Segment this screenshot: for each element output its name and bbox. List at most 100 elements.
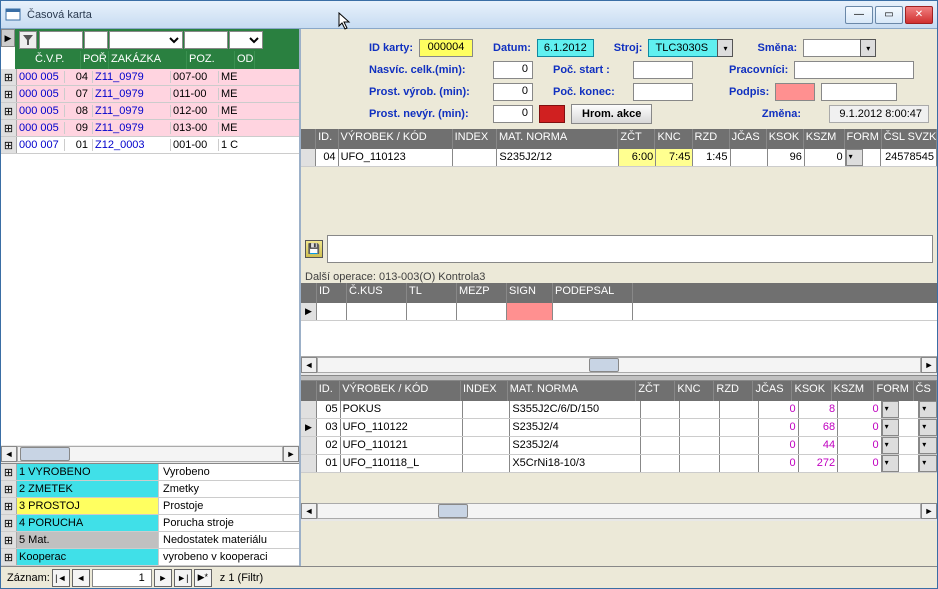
cell-zct[interactable]: 6:00 — [619, 149, 656, 166]
bot-scroll-left[interactable]: ◄ — [301, 503, 317, 519]
field-id-karty[interactable]: 000004 — [419, 39, 473, 57]
minimize-button[interactable]: — — [845, 6, 873, 24]
bcell-ksok[interactable]: 8 — [799, 401, 839, 418]
cell-od[interactable]: 1 C — [219, 139, 243, 151]
bhdr-rzd[interactable]: RZD — [714, 381, 753, 401]
mid-cell-ckus[interactable] — [347, 303, 407, 320]
cell-poz[interactable]: 011-00 — [171, 88, 219, 100]
bcell-kszm[interactable]: 0 — [838, 401, 881, 418]
row-marker[interactable] — [301, 437, 317, 454]
cell-por[interactable]: 01 — [65, 139, 93, 151]
legend-code[interactable]: 5 Mat. — [17, 532, 159, 548]
nav-pos[interactable] — [92, 569, 152, 587]
cell-zak[interactable]: Z11_0979 — [93, 105, 171, 117]
legend-code[interactable]: Kooperac — [17, 549, 159, 565]
cell-id[interactable]: 04 — [316, 149, 338, 166]
funnel-icon[interactable] — [19, 31, 37, 49]
legend-row[interactable]: ⊞ 1 VYROBENO Vyrobeno — [1, 464, 299, 481]
bcell-jcas[interactable]: 0 — [759, 419, 799, 436]
bcell-idx[interactable] — [463, 401, 510, 418]
row-expand-icon[interactable]: ⊞ — [1, 137, 17, 153]
mid-scroll-left[interactable]: ◄ — [301, 357, 317, 373]
field-datum[interactable]: 6.1.2012 — [537, 39, 594, 57]
filter-poz[interactable] — [184, 31, 228, 49]
field-podpis[interactable] — [775, 83, 815, 101]
cell-form-combo[interactable]: ▾ — [846, 149, 863, 166]
hdr-knc[interactable]: KNC — [655, 129, 692, 149]
row-expand-icon[interactable]: ⊞ — [1, 103, 17, 119]
mhdr-sign[interactable]: SIGN — [507, 283, 553, 303]
save-icon[interactable]: 💾 — [305, 240, 323, 258]
bcell-zct[interactable] — [641, 437, 681, 454]
mid-cell-mezp[interactable] — [457, 303, 507, 320]
left-grid-row[interactable]: ⊞ 000 007 01 Z12_0003 001-00 1 C — [1, 137, 299, 154]
cell-cvp[interactable]: 000 007 — [17, 139, 65, 151]
bhdr-zct[interactable]: ZČT — [636, 381, 675, 401]
col-cvp[interactable]: Č.V.P. — [33, 51, 81, 69]
legend-code[interactable]: 3 PROSTOJ — [17, 498, 159, 514]
field-prost-vyrob[interactable]: 0 — [493, 83, 533, 101]
bcell-id[interactable]: 02 — [317, 437, 341, 454]
cell-por[interactable]: 04 — [65, 71, 93, 83]
cell-vyr[interactable]: UFO_110123 — [339, 149, 453, 166]
legend-row[interactable]: ⊞ 3 PROSTOJ Prostoje — [1, 498, 299, 515]
bhdr-kszm[interactable]: KSZM — [832, 381, 875, 401]
bcell-cs-combo[interactable]: ▾ — [919, 401, 937, 418]
field-pracovnici[interactable] — [794, 61, 914, 79]
mhdr-id[interactable]: ID — [317, 283, 347, 303]
field-poc-start[interactable] — [633, 61, 693, 79]
nav-new[interactable]: ▶* — [194, 569, 212, 587]
bcell-id[interactable]: 03 — [317, 419, 341, 436]
mid-cell-sign[interactable] — [507, 303, 553, 320]
cell-jcas[interactable] — [731, 149, 768, 166]
bcell-rzd[interactable] — [720, 437, 760, 454]
legend-row[interactable]: ⊞ 4 PORUCHA Porucha stroje — [1, 515, 299, 532]
bcell-id[interactable]: 05 — [317, 401, 341, 418]
legend-code[interactable]: 2 ZMETEK — [17, 481, 159, 497]
left-grid-row[interactable]: ⊞ 000 005 07 Z11_0979 011-00 ME — [1, 86, 299, 103]
field-prost-nevyr[interactable]: 0 — [493, 105, 533, 123]
row-expand-icon[interactable]: ⊞ — [1, 498, 17, 514]
cell-idx[interactable] — [453, 149, 498, 166]
col-poz[interactable]: POZ. — [187, 51, 235, 69]
mid-cell-id[interactable] — [317, 303, 347, 320]
bcell-mat[interactable]: S355J2C/6/D/150 — [510, 401, 640, 418]
scroll-left-button[interactable]: ◄ — [1, 446, 17, 462]
cell-knc[interactable]: 7:45 — [656, 149, 693, 166]
field-poc-konec[interactable] — [633, 83, 693, 101]
bcell-cs-combo[interactable]: ▾ — [919, 419, 937, 436]
bcell-form-combo[interactable]: ▾ — [882, 437, 900, 454]
mid-row-marker[interactable]: ▶ — [301, 303, 317, 320]
legend-row[interactable]: ⊞ 2 ZMETEK Zmetky — [1, 481, 299, 498]
row-expand-icon[interactable]: ⊞ — [1, 549, 17, 565]
legend-row[interactable]: ⊞ Kooperac vyrobeno v kooperaci — [1, 549, 299, 566]
bhdr-mat[interactable]: MAT. NORMA — [508, 381, 637, 401]
cell-por[interactable]: 09 — [65, 122, 93, 134]
cell-zak[interactable]: Z12_0003 — [93, 139, 171, 151]
bcell-idx[interactable] — [463, 419, 510, 436]
cell-od[interactable]: ME — [219, 105, 243, 117]
hdr-mat[interactable]: MAT. NORMA — [497, 129, 618, 149]
nav-prev[interactable]: ◄ — [72, 569, 90, 587]
row-marker[interactable] — [301, 455, 317, 472]
left-grid-row[interactable]: ⊞ 000 005 04 Z11_0979 007-00 ME — [1, 69, 299, 86]
bottom-grid-row[interactable]: 05 POKUS S355J2C/6/D/150 0 8 0 ▾ ▾ — [301, 401, 937, 419]
row-selector[interactable]: ▶ — [1, 29, 15, 47]
hdr-ksok[interactable]: KSOK — [767, 129, 804, 149]
row-expand-icon[interactable]: ⊞ — [1, 532, 17, 548]
bcell-form-combo[interactable]: ▾ — [882, 455, 900, 472]
bcell-kszm[interactable]: 0 — [838, 437, 881, 454]
hdr-vyr[interactable]: VÝROBEK / KÓD — [339, 129, 453, 149]
scroll-track[interactable] — [17, 446, 283, 462]
bcell-zct[interactable] — [641, 401, 681, 418]
bcell-jcas[interactable]: 0 — [759, 455, 799, 472]
mhdr-pod[interactable]: PODEPSAL — [553, 283, 633, 303]
bottom-hscroll[interactable]: ◄ ► — [301, 503, 937, 521]
row-expand-icon[interactable]: ⊞ — [1, 481, 17, 497]
cell-od[interactable]: ME — [219, 71, 243, 83]
mhdr-tl[interactable]: TL — [407, 283, 457, 303]
bhdr-id[interactable]: ID. — [317, 381, 340, 401]
cell-kszm[interactable]: 0 — [805, 149, 846, 166]
smena-dropdown-button[interactable]: ▾ — [860, 39, 876, 57]
filter-por[interactable] — [84, 31, 108, 49]
